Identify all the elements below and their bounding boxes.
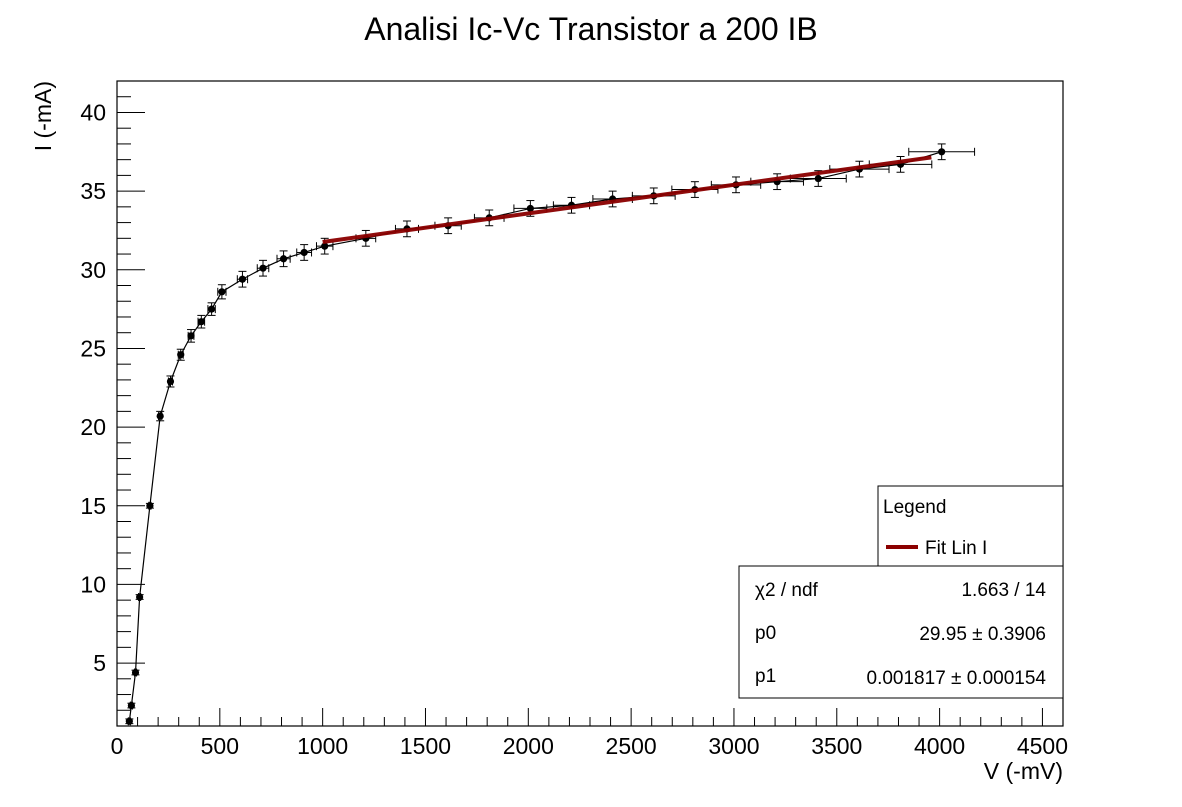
x-axis: 0 500 1000 1500 2000 2500 3000 3500 4000 4500 (111, 708, 1068, 759)
x-tick-label: 2500 (606, 733, 657, 759)
data-marker (279, 255, 288, 263)
y-tick-label: 25 (80, 335, 106, 361)
y-tick-label: 35 (80, 178, 106, 204)
y-tick-label: 30 (80, 257, 106, 283)
data-point (166, 375, 175, 388)
data-marker (938, 148, 946, 156)
y-axis-title: I (-mA) (30, 81, 56, 151)
fit-line (322, 155, 932, 244)
x-tick-label: 2000 (503, 733, 554, 759)
data-marker (146, 502, 154, 510)
x-tick-label: 500 (201, 733, 239, 759)
legend-box: Legend Fit Lin I (877, 485, 1064, 567)
data-marker (218, 288, 226, 296)
data-point (207, 302, 216, 316)
y-tick-label: 40 (80, 99, 106, 125)
data-marker (526, 204, 534, 213)
data-marker (127, 701, 135, 710)
data-marker (814, 174, 822, 183)
data-marker (208, 305, 216, 313)
stats-p0-label: p0 (755, 623, 776, 644)
data-point (276, 250, 291, 268)
data-point (296, 244, 313, 261)
data-point (125, 717, 134, 726)
stats-chi2-value: 1.663 / 14 (961, 580, 1046, 601)
data-point (135, 593, 144, 601)
y-tick-label: 10 (80, 571, 106, 597)
data-marker (197, 318, 205, 326)
x-axis-title: V (-mV) (984, 758, 1063, 784)
data-point (256, 259, 270, 277)
x-tick-label: 0 (111, 733, 124, 759)
x-tick-label: 1500 (400, 733, 451, 759)
chart-title: Analisi Ic-Vc Transistor a 200 IB (364, 11, 818, 47)
data-marker (136, 593, 144, 601)
data-point (156, 410, 165, 422)
data-marker (131, 668, 140, 677)
stats-p1-value: 0.001817 ± 0.000154 (867, 668, 1047, 689)
data-point (236, 270, 249, 288)
y-tick-label: 15 (80, 493, 106, 519)
y-tick-label: 20 (80, 414, 106, 440)
data-marker (300, 248, 308, 257)
data-point (131, 668, 140, 677)
x-tick-label: 1000 (297, 733, 348, 759)
data-marker (321, 242, 329, 250)
data-marker (187, 332, 195, 340)
data-marker (177, 351, 185, 359)
data-point (217, 284, 227, 300)
x-tick-label: 3000 (708, 733, 759, 759)
data-point (176, 348, 185, 361)
x-tick-label: 4500 (1017, 733, 1068, 759)
legend-entry-fit: Fit Lin I (925, 538, 987, 559)
data-point (145, 501, 154, 510)
stats-box: χ2 / ndf 1.663 / 14 p0 29.95 ± 0.3906 p1… (738, 565, 1064, 699)
data-marker (259, 264, 267, 272)
stats-chi2-label: χ2 / ndf (755, 580, 819, 601)
x-tick-label: 4000 (914, 733, 965, 759)
legend-title: Legend (883, 497, 946, 518)
data-marker (156, 412, 164, 420)
x-tick-label: 3500 (811, 733, 862, 759)
data-point (315, 237, 334, 255)
data-marker (238, 275, 247, 283)
data-point (908, 143, 976, 161)
data-marker (166, 377, 175, 386)
data-point (197, 314, 206, 329)
fit-layer (322, 155, 932, 244)
data-point (127, 701, 136, 710)
y-axis: 5 10 15 20 25 30 35 40 (80, 96, 145, 711)
data-marker (125, 717, 133, 725)
y-tick-label: 5 (93, 650, 106, 676)
stats-p1-label: p1 (755, 666, 776, 687)
stats-p0-value: 29.95 ± 0.3906 (919, 624, 1046, 645)
data-point (187, 329, 196, 343)
